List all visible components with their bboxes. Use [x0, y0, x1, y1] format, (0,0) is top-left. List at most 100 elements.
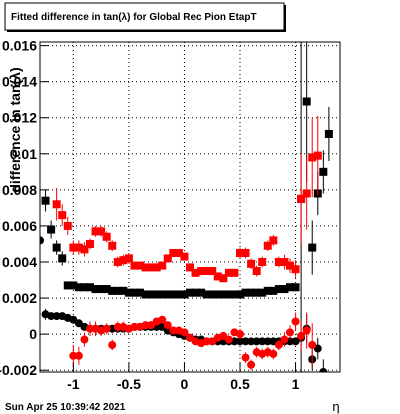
marker: [291, 265, 300, 274]
marker: [202, 337, 211, 346]
marker: [130, 288, 139, 297]
x-tick-label: -1: [67, 376, 80, 392]
marker: [163, 254, 172, 263]
x-axis-label: η: [332, 399, 339, 414]
marker: [91, 285, 100, 294]
marker: [263, 286, 272, 295]
marker: [258, 337, 267, 346]
marker: [52, 200, 61, 209]
marker: [174, 248, 183, 257]
marker: [280, 285, 289, 294]
marker: [80, 335, 89, 344]
marker: [286, 283, 294, 292]
marker: [113, 286, 122, 295]
marker: [302, 97, 311, 106]
marker: [280, 335, 289, 344]
marker: [124, 254, 133, 263]
marker: [208, 290, 217, 299]
marker: [236, 337, 244, 346]
marker: [113, 258, 122, 266]
marker: [180, 328, 189, 337]
marker: [241, 337, 250, 346]
marker: [86, 283, 94, 292]
y-axis-label: difference in tan(λ): [7, 67, 23, 192]
marker: [186, 263, 194, 272]
marker: [308, 340, 317, 349]
marker: [74, 243, 83, 252]
marker: [319, 368, 328, 372]
marker: [191, 268, 200, 277]
marker: [63, 281, 72, 290]
marker: [191, 288, 200, 297]
marker: [224, 335, 233, 344]
marker: [241, 353, 250, 362]
marker: [230, 268, 239, 277]
y-tick-label: 0.01: [10, 146, 37, 162]
plot-area: [40, 42, 333, 372]
frame: [39, 41, 341, 373]
marker: [247, 337, 256, 346]
marker: [269, 286, 278, 295]
marker: [252, 288, 261, 297]
marker: [258, 258, 267, 266]
marker: [197, 288, 206, 297]
marker: [108, 241, 117, 250]
marker: [102, 285, 111, 294]
marker: [74, 283, 83, 292]
marker: [186, 288, 194, 297]
marker: [69, 243, 78, 252]
marker: [224, 290, 233, 299]
y-tick-label: 0: [29, 326, 37, 342]
x-tick-label: 0.5: [230, 376, 250, 392]
marker: [91, 227, 100, 236]
marker: [130, 261, 139, 270]
marker: [219, 290, 228, 299]
x-tick-label: 0: [181, 376, 189, 392]
marker: [269, 349, 278, 358]
marker: [97, 285, 106, 294]
marker: [286, 328, 294, 337]
marker: [197, 267, 206, 276]
marker: [97, 227, 106, 236]
x-tick-label: 1: [292, 376, 300, 392]
marker: [108, 340, 117, 349]
marker: [102, 232, 111, 241]
marker: [119, 286, 128, 295]
marker: [152, 290, 161, 299]
marker: [141, 321, 150, 330]
y-tick-label: 0.006: [2, 218, 37, 234]
marker: [40, 236, 44, 245]
marker: [58, 211, 67, 220]
marker: [258, 288, 267, 297]
marker: [286, 261, 294, 270]
marker: [169, 248, 178, 257]
marker: [219, 274, 228, 283]
y-tick-label: -0.002: [0, 362, 37, 378]
marker: [302, 189, 311, 198]
marker: [141, 263, 150, 272]
marker: [130, 322, 139, 331]
marker: [102, 324, 111, 333]
marker: [236, 330, 244, 339]
marker: [69, 281, 78, 290]
marker: [319, 167, 328, 176]
marker: [208, 267, 217, 276]
marker: [302, 326, 311, 335]
marker: [180, 252, 189, 261]
marker: [147, 290, 156, 299]
y-tick-label: 0.016: [2, 38, 37, 54]
marker: [74, 351, 83, 360]
axes: -0.002 0 0.002 0.004 0.006 0.008 0.01 0.012 0.01…: [0, 38, 300, 392]
marker: [213, 272, 222, 281]
marker: [297, 194, 306, 203]
marker: [86, 239, 94, 248]
marker: [47, 225, 56, 234]
marker: [136, 261, 144, 270]
marker: [308, 243, 317, 252]
marker: [247, 288, 256, 297]
marker: [274, 285, 283, 294]
marker: [180, 290, 189, 299]
marker: [119, 256, 128, 265]
marker: [247, 360, 256, 369]
